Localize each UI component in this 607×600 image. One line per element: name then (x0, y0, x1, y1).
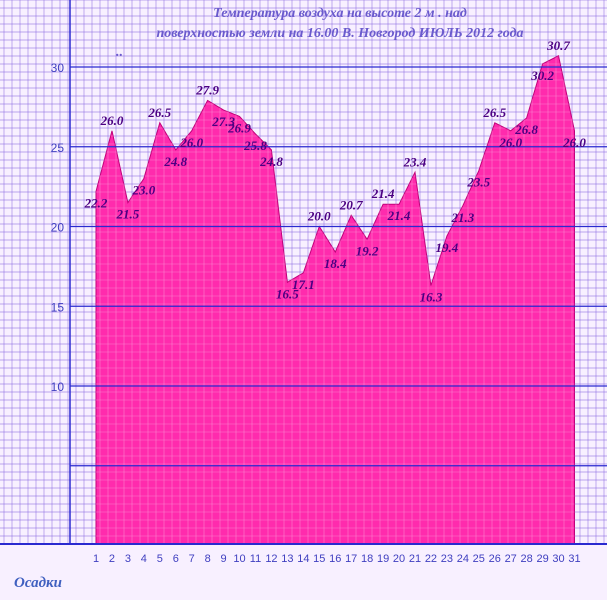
x-tick-label: 3 (125, 553, 131, 565)
y-tick-label: 15 (51, 300, 65, 314)
y-tick-label: 25 (51, 141, 65, 155)
data-label: 23.5 (466, 175, 490, 190)
data-label: 22.2 (84, 195, 108, 210)
data-label: 25.8 (243, 138, 267, 153)
data-label: 26.0 (100, 113, 124, 128)
x-tick-label: 7 (189, 553, 195, 565)
title-line: поверхностью земли на 16.00 В. Новгород … (156, 26, 523, 41)
temperature-area (95, 55, 575, 545)
x-tick-labels: 1 2 3 4 5 6 7 8 9 10 11 12 13 14 15 16 17 18 19 20 21 22 23 24 2… (93, 553, 581, 565)
data-label: 21.3 (450, 210, 474, 225)
chart-title: Температура воздуха на высоте 2 м . над п… (116, 6, 524, 60)
precipitation-label: Осадки (14, 575, 62, 591)
data-label: 23.4 (403, 154, 427, 169)
x-tick-label: 31 (568, 553, 580, 565)
data-label: 27.3 (211, 114, 235, 129)
x-tick-label: 14 (297, 553, 309, 565)
data-label: 26.0 (562, 135, 586, 150)
x-tick-label: 2 (109, 553, 115, 565)
data-label: 26.5 (147, 105, 171, 120)
data-label: 30.2 (530, 68, 554, 83)
data-label: 24.8 (163, 154, 187, 169)
data-label: 26.0 (498, 135, 522, 150)
data-label: 26.5 (482, 105, 506, 120)
data-label: 26.0 (179, 135, 203, 150)
data-label: 27.9 (195, 82, 219, 97)
x-tick-label: 28 (521, 553, 533, 565)
data-label: 23.0 (131, 183, 155, 198)
data-label: 21.5 (116, 207, 140, 222)
data-labels: 22.2 26.0 21.5 23.0 26.5 24.8 26.0 27.9 27.326.9… (84, 38, 587, 305)
x-tick-label: 30 (552, 553, 564, 565)
x-tick-label: 17 (345, 553, 357, 565)
data-label: 20.0 (307, 209, 331, 224)
y-tick-labels: 10 15 20 25 30 (51, 61, 65, 394)
data-label: 19.4 (436, 240, 459, 255)
data-label: 16.3 (420, 290, 443, 305)
data-label: 19.2 (356, 243, 379, 258)
x-tick-label: 8 (205, 553, 211, 565)
data-label: 30.7 (546, 38, 570, 53)
x-tick-label: 13 (281, 553, 293, 565)
major-gridlines (70, 66, 607, 467)
x-tick-label: 25 (473, 553, 485, 565)
x-tick-label: 16 (329, 553, 341, 565)
x-tick-label: 22 (425, 553, 437, 565)
x-tick-label: 9 (221, 553, 227, 565)
x-tick-label: 1 (93, 553, 99, 565)
x-tick-label: 12 (265, 553, 277, 565)
title-line: .. (116, 45, 123, 60)
x-tick-label: 21 (409, 553, 421, 565)
x-tick-label: 29 (536, 553, 548, 565)
data-label: 26.9 (227, 120, 251, 135)
x-tick-label: 24 (457, 553, 469, 565)
data-label: 21.4 (371, 186, 395, 201)
x-tick-label: 18 (361, 553, 373, 565)
data-label: 17.1 (292, 277, 315, 292)
x-tick-label: 5 (157, 553, 163, 565)
x-tick-label: 10 (233, 553, 245, 565)
x-tick-label: 19 (377, 553, 389, 565)
title-line: Температура воздуха на высоте 2 м . над (213, 6, 467, 21)
x-tick-label: 20 (393, 553, 405, 565)
x-tick-label: 4 (141, 553, 147, 565)
y-tick-label: 30 (51, 61, 65, 75)
y-tick-label: 20 (51, 221, 65, 235)
x-tick-label: 11 (250, 553, 261, 565)
data-label: 24.8 (259, 154, 283, 169)
x-tick-label: 6 (173, 553, 179, 565)
data-label: 21.4 (387, 208, 411, 223)
data-label: 26.8 (514, 122, 538, 137)
data-label: 16.5 (276, 286, 299, 301)
x-tick-label: 15 (313, 553, 325, 565)
data-label: 20.7 (339, 197, 363, 212)
axes (0, 0, 607, 545)
x-tick-label: 23 (441, 553, 453, 565)
data-label: 18.4 (324, 256, 347, 271)
x-tick-label: 26 (489, 553, 501, 565)
y-tick-label: 10 (51, 380, 65, 394)
x-tick-label: 27 (505, 553, 517, 565)
